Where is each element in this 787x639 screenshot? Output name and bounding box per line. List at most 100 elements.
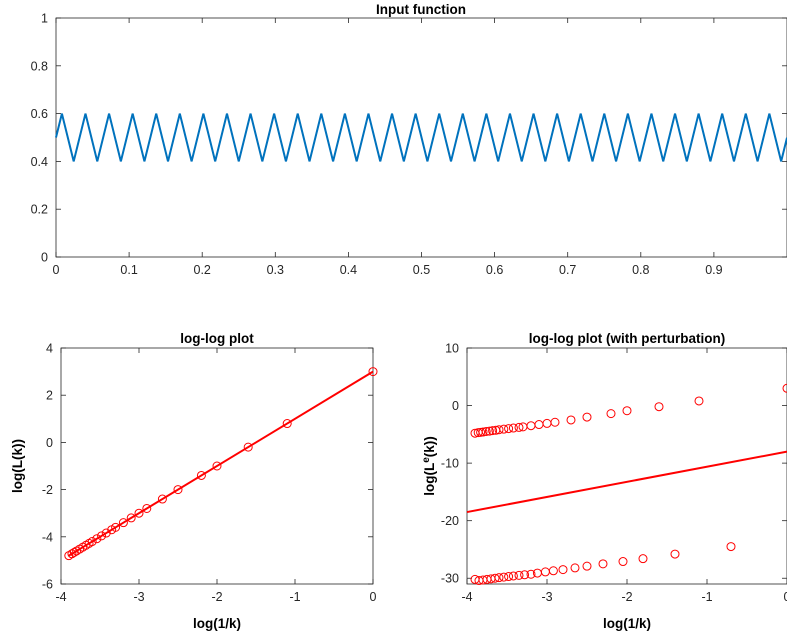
input-function-xtick-label: 0.1 [120, 263, 137, 277]
loglog-xtick-label: -1 [289, 590, 300, 604]
loglog-perturbed-xtick-label: 0 [784, 590, 787, 604]
input-function-xtick-label: 0.5 [413, 263, 430, 277]
loglog-xtick-label: -2 [211, 590, 222, 604]
loglog-xtick-label: -4 [55, 590, 66, 604]
perturbed-upper-point [782, 383, 787, 393]
input-function-series-line [55, 113, 787, 162]
perturbed-lower-point [520, 570, 530, 580]
perturbed-lower-point [474, 576, 484, 586]
ylabel-superscript: e [421, 457, 432, 463]
perturbed-lower-point [526, 569, 536, 579]
loglog-point [173, 485, 183, 495]
loglog-point [243, 442, 253, 452]
loglog-point [134, 508, 144, 518]
perturbed-upper-point [622, 406, 632, 416]
loglog-perturbed-xtick-label: -2 [621, 590, 632, 604]
input-function-xtick-label: 0.2 [194, 263, 211, 277]
loglog-point [72, 546, 82, 556]
loglog-point [126, 513, 136, 523]
loglog-perturbed-xtick-label: -4 [461, 590, 472, 604]
loglog-point [64, 551, 74, 561]
loglog-point [157, 494, 167, 504]
perturbed-lower-point [582, 561, 592, 571]
loglog-perturbed-ylabel: log(Le(k)) [421, 436, 438, 496]
loglog-point [118, 518, 128, 528]
loglog-perturbed-fit-line [466, 450, 787, 514]
perturbed-upper-point [566, 415, 576, 425]
loglog-point [142, 503, 152, 513]
loglog-ytick-label: -4 [42, 530, 53, 544]
perturbed-lower-point [618, 557, 628, 567]
loglog-perturbed-ytick-label: 0 [452, 399, 459, 413]
perturbed-upper-point [508, 423, 518, 433]
loglog-point [101, 528, 111, 538]
loglog-perturbed-panel: log-log plot (with perturbation) log(1/k… [421, 331, 787, 631]
loglog-point [368, 367, 378, 377]
input-function-ytick-label: 0.2 [31, 203, 48, 217]
loglog-ytick-label: -6 [42, 578, 53, 592]
ylabel-end: (k)) [422, 436, 437, 457]
perturbed-lower-point [726, 542, 736, 552]
perturbed-upper-point [491, 425, 501, 435]
loglog-ytick-label: 2 [46, 389, 53, 403]
input-function-ytick-label: 0 [41, 251, 48, 265]
input-function-xtick-label: 0.3 [267, 263, 284, 277]
loglog-perturbed-ytick-label: -10 [441, 457, 459, 471]
loglog-title: log-log plot [180, 331, 254, 346]
loglog-perturbed-xlabel: log(1/k) [603, 616, 651, 631]
loglog-perturbed-title: log-log plot (with perturbation) [529, 331, 725, 346]
loglog-perturbed-xtick-label: -1 [701, 590, 712, 604]
loglog-perturbed-ytick-label: 10 [445, 342, 459, 356]
loglog-panel: log-log plot log(1/k) log(L(k)) -4 -3 -2 -1… [10, 331, 378, 631]
input-function-ytick-label: 0.8 [31, 59, 48, 73]
perturbed-lower-point [514, 570, 524, 580]
perturbed-upper-point [518, 422, 528, 432]
loglog-xtick-label: 0 [370, 590, 377, 604]
perturbed-upper-point [484, 426, 494, 436]
perturbed-upper-point [473, 428, 483, 438]
loglog-ylabel: log(L(k)) [10, 439, 25, 493]
loglog-perturbed-ytick-label: -20 [441, 514, 459, 528]
perturbed-lower-point [598, 559, 608, 569]
perturbed-upper-point [488, 426, 498, 436]
perturbed-upper-point [654, 402, 664, 412]
loglog-point [196, 470, 206, 480]
perturbed-lower-point [638, 554, 648, 564]
input-function-panel: Input function 0 0.1 0.2 0.3 0.4 0.5 0.6 0.7 0.8… [31, 2, 787, 277]
perturbed-lower-point [570, 563, 580, 573]
ylabel-main: log(L [422, 463, 437, 496]
perturbed-upper-point [606, 409, 616, 419]
loglog-point [92, 534, 102, 544]
loglog-point [69, 547, 79, 557]
perturbed-upper-point [494, 425, 504, 435]
loglog-point [282, 419, 292, 429]
perturbed-upper-point [470, 428, 480, 438]
perturbed-lower-point [504, 572, 514, 582]
loglog-point [107, 525, 117, 535]
loglog-xlabel: log(1/k) [193, 616, 241, 631]
perturbed-lower-point [532, 568, 542, 578]
input-function-title: Input function [376, 2, 466, 17]
perturbed-lower-point [508, 571, 518, 581]
perturbed-upper-point [694, 396, 704, 406]
perturbed-upper-point [504, 424, 514, 434]
loglog-ytick-label: -2 [42, 483, 53, 497]
loglog-xtick-label: -3 [133, 590, 144, 604]
input-function-ytick-label: 0.6 [31, 107, 48, 121]
perturbed-upper-point [514, 422, 524, 432]
loglog-perturbed-axes [466, 347, 787, 585]
loglog-point [212, 461, 222, 471]
loglog-perturbed-ytick-label: -30 [441, 572, 459, 586]
perturbed-lower-point [499, 572, 509, 582]
input-function-xtick-label: 0.4 [340, 263, 357, 277]
loglog-ytick-label: 4 [46, 342, 53, 356]
loglog-point [97, 531, 107, 541]
loglog-fit-line [68, 370, 374, 557]
input-function-xtick-label: 0.6 [486, 263, 503, 277]
input-function-ytick-label: 0.4 [31, 155, 48, 169]
input-function-xtick-label: 0 [53, 263, 60, 277]
perturbed-upper-point [582, 412, 592, 422]
input-function-ytick-label: 1 [41, 12, 48, 26]
perturbed-lower-point [558, 565, 568, 575]
